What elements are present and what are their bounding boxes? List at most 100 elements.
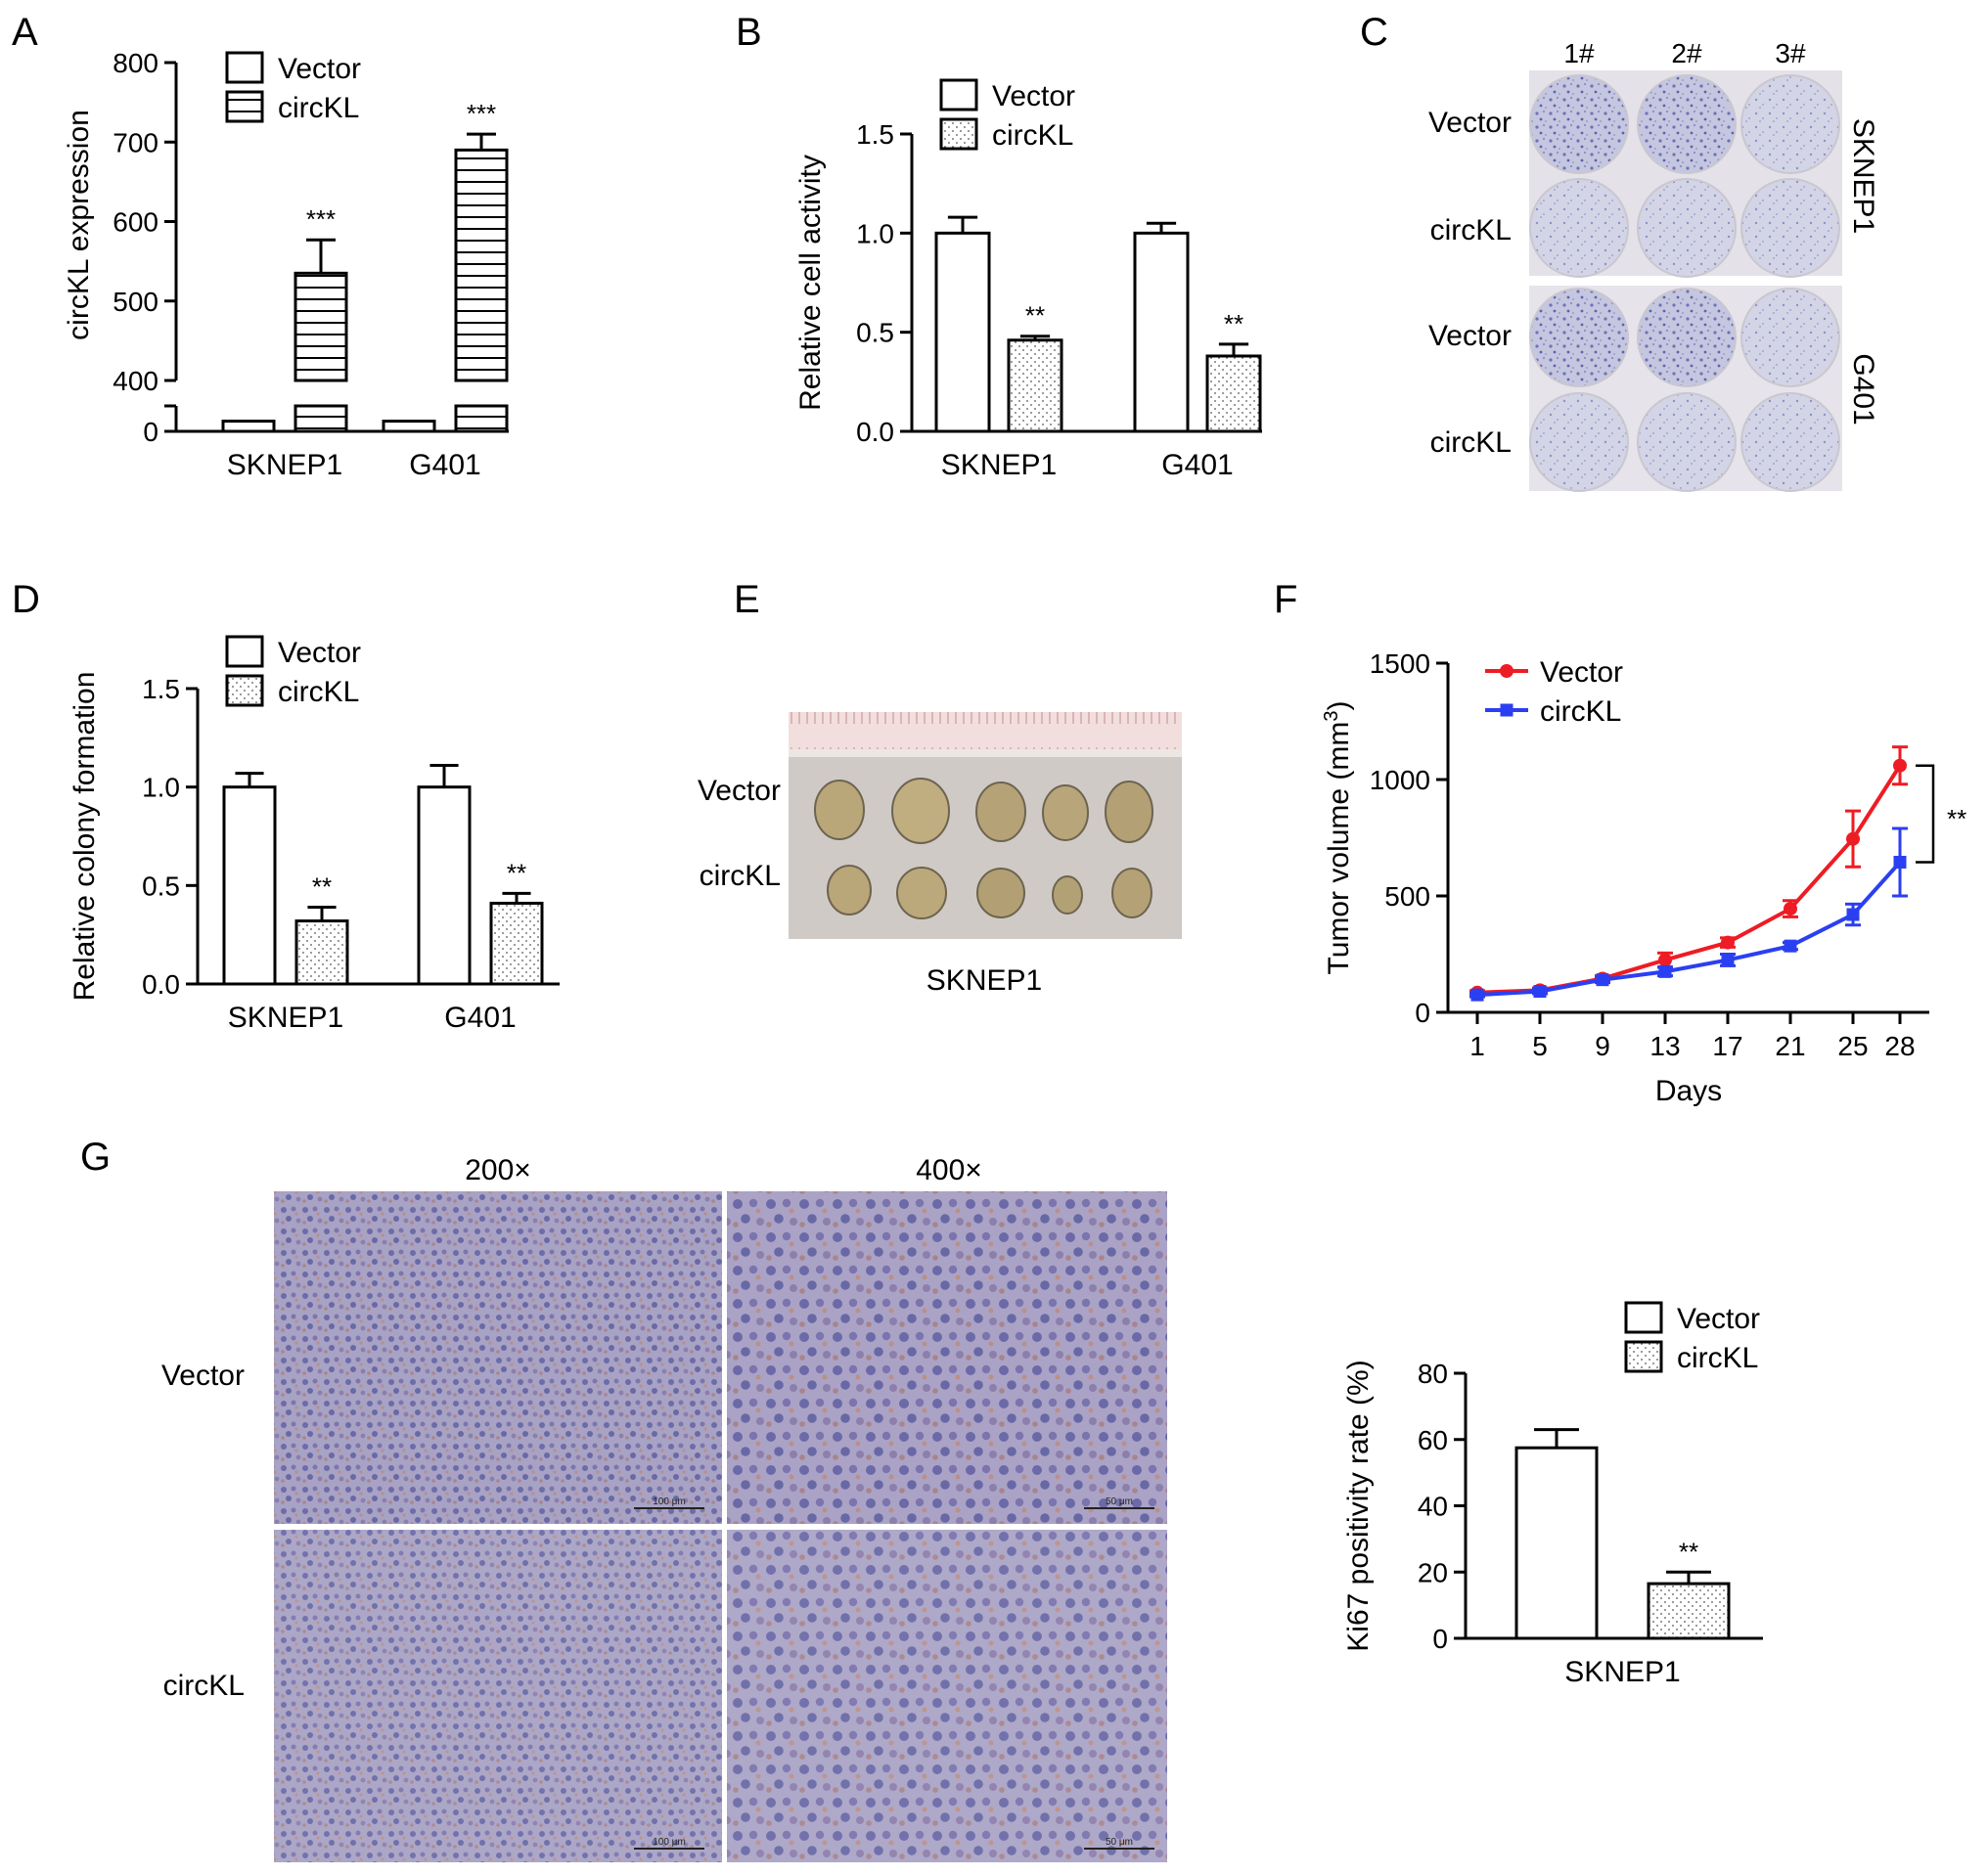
scale-bar: 50 μm: [1084, 1837, 1154, 1850]
y-tick-label: 40: [1418, 1492, 1448, 1522]
y-axis-label: Ki67 positivity rate (%): [1342, 1360, 1375, 1651]
series-line-circkl: [1476, 861, 1902, 998]
x-tick-label: SKNEP1: [941, 449, 1057, 481]
plate-group-label: SKNEP1: [1847, 118, 1879, 234]
legend-swatch: [225, 635, 264, 668]
tumor: [976, 868, 1025, 918]
panel-label-d: D: [12, 578, 40, 621]
legend-marker: [1500, 664, 1514, 678]
x-tick-label: 17: [1712, 1031, 1742, 1061]
x-tick-label: SKNEP1: [228, 1002, 343, 1034]
y-tick-label: 80: [1418, 1359, 1448, 1389]
y-tick-label: 1.5: [142, 674, 180, 704]
bar-circkl-g401: [454, 148, 509, 382]
colony-plate: [1529, 178, 1629, 278]
legend-swatch: [225, 51, 264, 84]
y-tick-label: 0.5: [142, 871, 180, 901]
tumor-row-label: circKL: [700, 860, 781, 892]
bar-vector-g401: [1133, 231, 1190, 433]
tumor-caption: SKNEP1: [926, 964, 1042, 997]
y-tick-label: 1000: [1370, 765, 1430, 795]
legend-swatch: [1624, 1301, 1663, 1334]
significance-mark: **: [1224, 309, 1243, 338]
x-tick-label: G401: [409, 449, 480, 481]
ihc-image-vector-200x: [274, 1191, 722, 1524]
magnification-label: 400×: [916, 1154, 982, 1186]
panel-label-b: B: [736, 11, 762, 54]
data-point: [1533, 985, 1547, 999]
plate-column-label: 1#: [1563, 38, 1595, 68]
panel-c: C 1# 2# 3# Vector circKL Vector circKL S…: [1360, 11, 1879, 492]
panel-g: G 200× 400× 100 μm 50 μm 100 μm 50 μm Ve…: [80, 1136, 1167, 1862]
colony-plate: [1637, 74, 1737, 174]
ihc-row-label: Vector: [161, 1360, 245, 1392]
plate-row-label: Vector: [1428, 320, 1512, 352]
scale-bar-label: 100 μm: [653, 1837, 686, 1848]
plate-group-label: G401: [1847, 353, 1879, 424]
legend-label: Vector: [1540, 656, 1623, 689]
x-axis-label: Days: [1655, 1075, 1722, 1107]
colony-plate: [1740, 74, 1840, 174]
bar-circkl-g401: [1205, 354, 1262, 433]
panel-e: E Vector circKL SKNEP1: [698, 578, 1182, 997]
legend-label: circKL: [278, 676, 359, 708]
y-tick-label: 0.5: [856, 318, 894, 348]
bar-circkl-sknep1: [1647, 1582, 1731, 1640]
x-tick-label: 1: [1469, 1031, 1485, 1061]
y-tick-label: 1.5: [856, 119, 894, 150]
y-tick-label: 0.0: [142, 969, 180, 1000]
data-point: [1846, 908, 1860, 921]
legend-label: circKL: [992, 119, 1073, 152]
x-tick-label: SKNEP1: [1564, 1656, 1680, 1688]
y-tick-label: 800: [113, 48, 158, 78]
tumor: [896, 867, 947, 919]
colony-plate: [1740, 178, 1840, 278]
bar-vector-sknep1: [1514, 1446, 1599, 1640]
scale-bar-label: 50 μm: [1106, 1837, 1133, 1848]
y-tick-label: 500: [113, 287, 158, 317]
significance-mark: **: [507, 858, 526, 887]
x-tick-label: 9: [1595, 1031, 1610, 1061]
y-axis-label: circKL expression: [63, 110, 95, 340]
scale-bar: 50 μm: [1084, 1496, 1154, 1509]
tumor-row-label: Vector: [698, 775, 781, 807]
colony-plate: [1529, 392, 1629, 492]
legend-swatch: [225, 674, 264, 707]
legend-label: Vector: [992, 80, 1075, 112]
colony-plate: [1637, 178, 1737, 278]
data-point: [1470, 988, 1484, 1002]
bar-vector-sknep1: [934, 231, 991, 433]
data-point: [1893, 758, 1907, 773]
y-axis-label: Relative cell activity: [794, 155, 827, 411]
tumor-row-circkl: [827, 865, 1152, 919]
legend-label: circKL: [1677, 1342, 1758, 1374]
significance-mark: **: [1679, 1537, 1698, 1566]
data-point: [1893, 855, 1907, 869]
y-tick-label: 0: [1432, 1624, 1448, 1654]
data-point: [1784, 902, 1797, 916]
y-tick-label: 700: [113, 127, 158, 157]
y-tick-label: 1.0: [142, 773, 180, 803]
y-tick-label: 400: [113, 366, 158, 396]
panel-label-e: E: [734, 578, 760, 621]
tumor: [1042, 784, 1089, 841]
significance-mark: ***: [306, 204, 336, 234]
legend-marker: [1500, 703, 1514, 717]
bar-vector-sknep1: [222, 785, 277, 986]
colony-plate: [1740, 392, 1840, 492]
plate-column-label: 3#: [1775, 38, 1806, 68]
bar-circkl-sknep1: [294, 271, 348, 382]
ihc-image-circkl-400x: [727, 1530, 1167, 1862]
magnification-label: 200×: [465, 1154, 531, 1186]
y-tick-label: 500: [1384, 881, 1430, 912]
panel-label-f: F: [1274, 578, 1297, 621]
panel-label-c: C: [1360, 11, 1388, 54]
bar-circkl-g401-lower: [454, 404, 509, 433]
series-vector: Vector: [1469, 656, 1908, 1000]
x-tick-label: 13: [1649, 1031, 1680, 1061]
scale-bar-label: 100 μm: [653, 1496, 686, 1507]
colony-plate: [1529, 288, 1629, 387]
bar-circkl-sknep1-lower: [294, 404, 348, 433]
scale-bar: 100 μm: [634, 1496, 704, 1509]
